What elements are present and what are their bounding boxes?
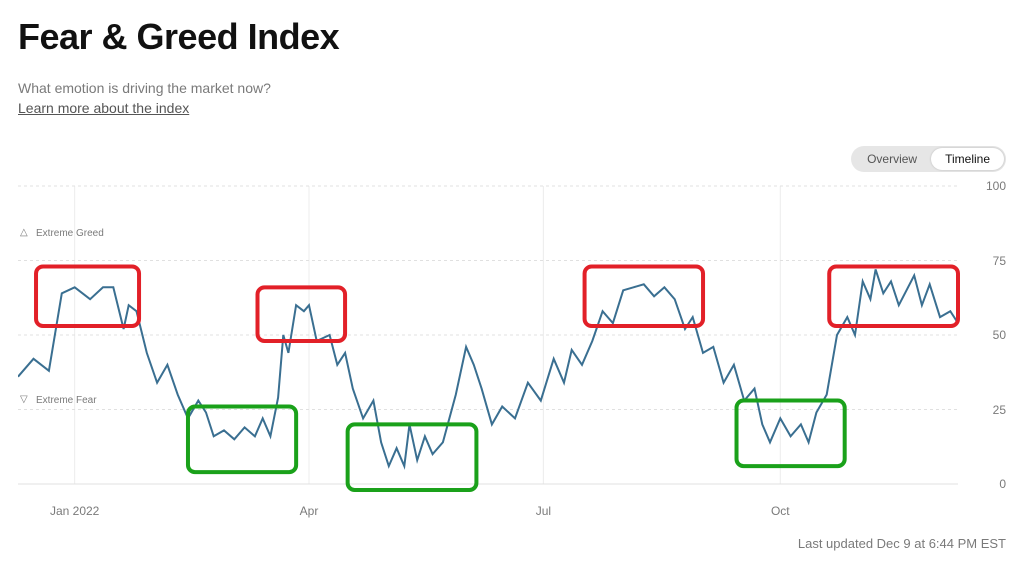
page-title: Fear & Greed Index bbox=[18, 16, 1006, 58]
extreme-fear-label: Extreme Fear bbox=[36, 395, 97, 406]
y-tick-label: 75 bbox=[993, 254, 1006, 268]
view-toggle: Overview Timeline bbox=[851, 146, 1006, 172]
x-tick-label: Apr bbox=[300, 504, 319, 518]
caret-down-icon: ▽ bbox=[20, 394, 28, 405]
x-tick-label: Jan 2022 bbox=[50, 504, 99, 518]
y-tick-label: 100 bbox=[986, 179, 1006, 193]
tab-overview[interactable]: Overview bbox=[853, 148, 931, 170]
subhead-text: What emotion is driving the market now? bbox=[18, 80, 1006, 96]
y-tick-label: 0 bbox=[999, 477, 1006, 491]
x-axis-labels: Jan 2022 Apr Jul Oct bbox=[18, 504, 1006, 522]
last-updated: Last updated Dec 9 at 6:44 PM EST bbox=[18, 536, 1006, 551]
x-tick-label: Oct bbox=[771, 504, 790, 518]
y-tick-label: 50 bbox=[993, 328, 1006, 342]
x-tick-label: Jul bbox=[536, 504, 551, 518]
tab-timeline[interactable]: Timeline bbox=[931, 148, 1004, 170]
caret-up-icon: △ bbox=[20, 227, 28, 238]
y-tick-label: 25 bbox=[993, 403, 1006, 417]
learn-more-link[interactable]: Learn more about the index bbox=[18, 100, 189, 116]
extreme-greed-label: Extreme Greed bbox=[36, 228, 104, 239]
chart-canvas bbox=[18, 172, 976, 502]
fear-greed-chart: 100 75 50 25 0 △ Extreme Greed ▽ Extreme Fea… bbox=[18, 172, 1006, 502]
